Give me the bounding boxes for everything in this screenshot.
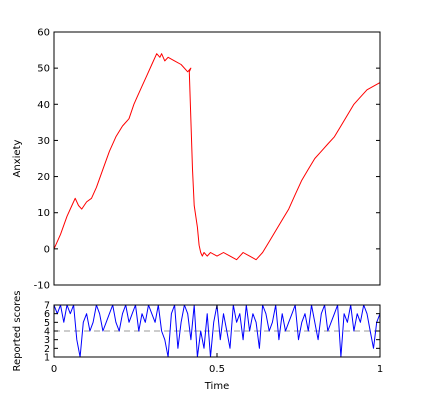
y-tick-label: 7 (44, 301, 50, 312)
y-tick-label: 10 (37, 208, 50, 219)
y-tick-label: 1 (44, 353, 50, 364)
y-tick-label: 0 (44, 244, 50, 255)
y-tick-label: 4 (44, 327, 50, 338)
y-tick-label: 5 (44, 318, 50, 329)
y-tick-label: 40 (37, 100, 50, 111)
y-tick-label: 3 (44, 335, 50, 346)
anxiety-chart: -10 0 10 20 30 40 50 60 Anxiety (12, 28, 381, 292)
y-tick-label: -10 (34, 281, 50, 292)
y-axis-label: Reported scores (12, 291, 23, 372)
y-tick-label: 60 (37, 28, 50, 39)
y-axis-label: Anxiety (12, 139, 23, 177)
x-tick-label: 0 (51, 364, 57, 375)
y-tick-label: 20 (37, 172, 50, 183)
series-line-0 (53, 53, 381, 261)
x-tick-label: 1 (377, 364, 383, 375)
plot-frame (53, 31, 381, 286)
y-tick-label: 30 (37, 136, 50, 147)
y-tick-label: 50 (37, 64, 50, 75)
x-axis-label: Time (204, 381, 229, 392)
y-tick-label: 6 (44, 309, 50, 320)
y-tick-label: 2 (44, 344, 50, 355)
x-tick-label: 0.5 (209, 364, 225, 375)
